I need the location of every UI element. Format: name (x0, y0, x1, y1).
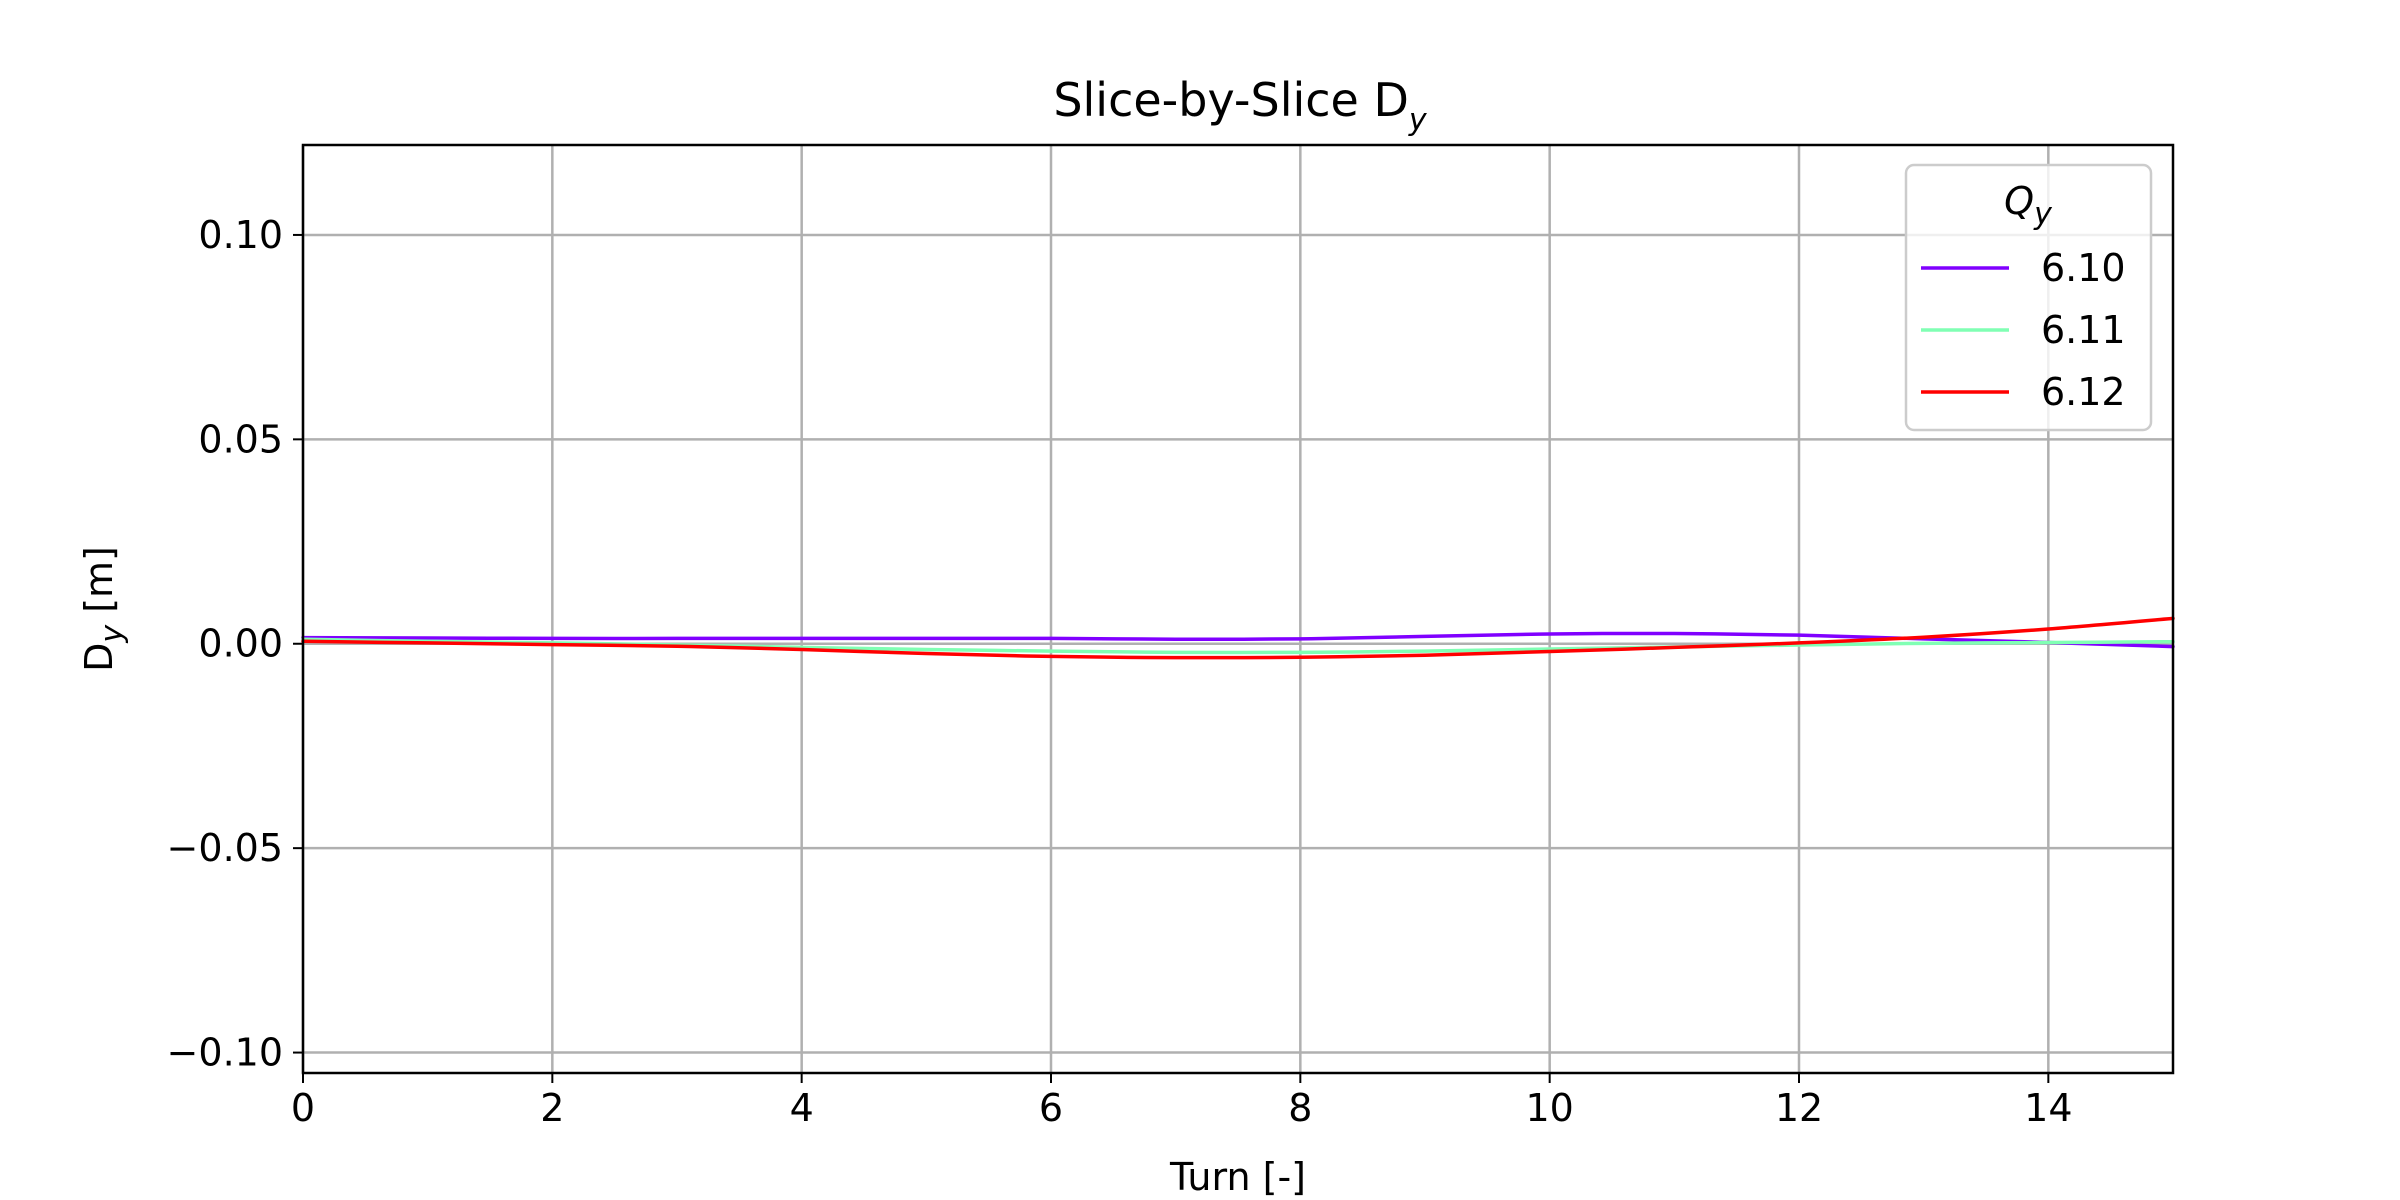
plot-frame (301, 143, 2175, 1075)
y-ticks: 0.10 0.05 0.00 −0.05 −0.10 (167, 213, 303, 1075)
x-tick-label: 6 (1039, 1086, 1063, 1130)
x-tick-label: 2 (540, 1086, 564, 1130)
x-tick-label: 14 (2024, 1086, 2072, 1130)
series-line-6.12 (301, 616, 2175, 660)
legend-label-6.12: 6.12 (2041, 370, 2126, 414)
x-tick-label: 0 (291, 1086, 315, 1130)
x-tick-label: 10 (1525, 1086, 1573, 1130)
series-lines (301, 616, 2175, 660)
chart-title: Slice-by-Slice Dy (1053, 73, 1428, 138)
x-ticks: 0 2 4 6 8 10 12 14 (291, 1073, 2073, 1130)
legend: Qy 6.10 6.11 6.12 (1904, 163, 2153, 432)
grid (301, 145, 2173, 1073)
legend-title: Qy (2004, 179, 2053, 232)
series-line-6.10 (301, 631, 2175, 649)
legend-box (1904, 163, 2153, 432)
x-tick-label: 8 (1288, 1086, 1312, 1130)
legend-label-6.11: 6.11 (2041, 308, 2126, 352)
x-axis-label: Turn [-] (1169, 1155, 1306, 1199)
legend-items: 6.10 6.11 6.12 (1921, 246, 2126, 414)
x-tick-label: 4 (790, 1086, 814, 1130)
legend-label-6.10: 6.10 (2041, 246, 2126, 290)
y-tick-label: −0.05 (167, 826, 283, 870)
y-tick-label: 0.10 (198, 213, 283, 257)
y-tick-label: 0.05 (198, 417, 283, 461)
y-axis-label: Dy [m] (77, 546, 130, 672)
y-tick-label: −0.10 (167, 1031, 283, 1075)
x-tick-label: 12 (1775, 1086, 1823, 1130)
y-axis-label-group: Dy [m] (77, 546, 130, 672)
y-tick-label: 0.00 (198, 622, 283, 666)
